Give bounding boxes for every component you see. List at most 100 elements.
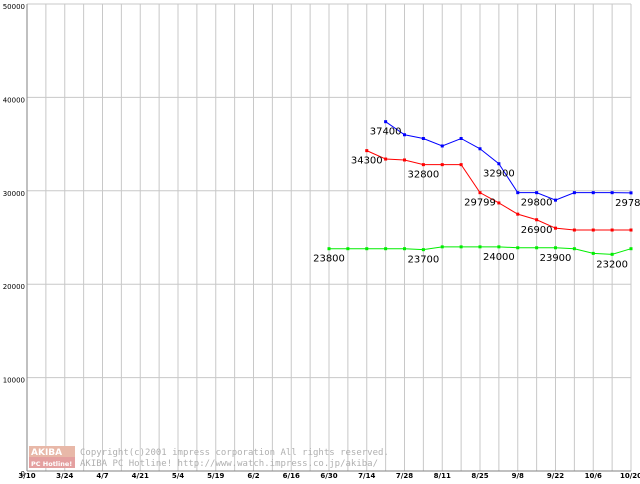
- data-label: 29780: [615, 198, 640, 209]
- data-point: [554, 246, 557, 250]
- data-point: [440, 144, 444, 148]
- data-point: [384, 247, 388, 251]
- data-point: [535, 191, 539, 195]
- data-point: [591, 228, 595, 232]
- data-point: [459, 245, 463, 249]
- data-point: [572, 191, 576, 195]
- data-label: 29799: [464, 198, 496, 209]
- x-tick-label: 3/10: [18, 472, 35, 480]
- data-point: [591, 191, 595, 195]
- y-tick-label: 10000: [3, 377, 25, 385]
- data-point: [516, 191, 520, 195]
- data-point: [535, 246, 539, 250]
- x-tick-labels: 3/10 3/24 4/7 4/21 5/4 5/19 6/2 6/16 6/30 7/14 7/2…: [18, 472, 640, 480]
- data-label: 24000: [483, 252, 515, 263]
- x-tick-label: 4/7: [96, 472, 108, 480]
- data-point: [403, 133, 406, 137]
- data-label: 23200: [596, 259, 628, 270]
- data-point: [365, 247, 369, 251]
- data-point: [610, 252, 614, 256]
- axes: [26, 4, 631, 472]
- y-tick-labels: 0 10000 20000 30000 40000 50000: [3, 3, 25, 478]
- x-tick-label: 4/21: [132, 472, 149, 480]
- series-line: [365, 149, 633, 232]
- series-line: [327, 245, 633, 256]
- x-tick-label: 10/6: [585, 472, 602, 480]
- data-label: 23700: [407, 255, 439, 266]
- data-point: [327, 247, 331, 251]
- data-point: [629, 228, 633, 232]
- series-line: [384, 120, 633, 202]
- data-point: [421, 136, 425, 140]
- data-point: [497, 201, 501, 205]
- data-series: [327, 120, 633, 256]
- data-point: [403, 247, 406, 251]
- data-point: [403, 158, 406, 162]
- data-point: [421, 248, 425, 252]
- data-point: [478, 147, 482, 151]
- site-text: AKIBA PC Hotline! http://www.watch.impre…: [80, 459, 378, 469]
- data-point: [384, 120, 388, 124]
- data-labels: 37400 34300 32800 32900 29799 29800 29780 26900…: [313, 127, 640, 271]
- data-point: [554, 198, 557, 202]
- data-point: [629, 247, 633, 251]
- x-tick-label: 9/8: [512, 472, 524, 480]
- logo-bottom-bg: [29, 457, 75, 468]
- x-tick-label: 10/20: [620, 472, 640, 480]
- logo-top-text: AKIBA: [31, 448, 62, 458]
- data-point: [516, 212, 520, 216]
- data-point: [497, 245, 501, 249]
- data-point: [440, 245, 444, 249]
- data-point: [459, 136, 463, 140]
- data-point: [459, 163, 463, 167]
- data-label: 29800: [521, 198, 553, 209]
- y-tick-label: 50000: [3, 3, 25, 11]
- data-label: 23900: [540, 253, 572, 264]
- logo-bottom-text: PC Hotline!: [31, 460, 72, 468]
- data-point: [610, 228, 614, 232]
- data-point: [629, 191, 633, 195]
- data-point: [535, 218, 539, 222]
- data-point: [610, 191, 614, 195]
- x-tick-label: 7/28: [396, 472, 413, 480]
- data-point: [554, 226, 557, 230]
- copyright-text: Copyright(c)2001 impress corporation All…: [80, 448, 389, 458]
- data-point: [572, 247, 576, 251]
- data-label: 37400: [370, 127, 402, 138]
- y-tick-label: 30000: [3, 190, 25, 198]
- data-point: [478, 245, 482, 249]
- x-tick-label: 5/19: [207, 472, 224, 480]
- copyright-footer: AKIBA PC Hotline! Copyright(c)2001 impre…: [29, 446, 389, 469]
- x-tick-label: 6/16: [283, 472, 300, 480]
- data-point: [516, 246, 520, 250]
- logo-top-bg: [29, 446, 75, 457]
- data-point: [346, 247, 350, 251]
- x-tick-label: 8/25: [471, 472, 488, 480]
- data-label: 32800: [407, 170, 439, 181]
- x-tick-label: 5/4: [172, 472, 184, 480]
- data-point: [572, 228, 576, 232]
- x-tick-label: 6/30: [320, 472, 337, 480]
- akiba-logo: AKIBA PC Hotline!: [29, 446, 75, 468]
- data-label: 26900: [521, 225, 553, 236]
- data-label: 34300: [351, 156, 383, 167]
- data-point: [384, 157, 388, 161]
- x-tick-label: 6/2: [247, 472, 259, 480]
- data-label: 32900: [483, 169, 515, 180]
- x-tick-label: 7/14: [358, 472, 375, 480]
- y-tick-label: 40000: [3, 96, 25, 104]
- x-tick-label: 3/24: [56, 472, 73, 480]
- x-tick-label: 9/22: [547, 472, 564, 480]
- data-point: [497, 162, 501, 166]
- data-label: 23800: [313, 254, 345, 265]
- data-point: [365, 149, 369, 153]
- data-point: [478, 191, 482, 195]
- data-point: [591, 251, 595, 255]
- data-point: [440, 163, 444, 167]
- x-tick-label: 8/11: [434, 472, 451, 480]
- y-tick-label: 0: [21, 470, 25, 478]
- data-point: [421, 163, 425, 167]
- series-path: [385, 121, 632, 201]
